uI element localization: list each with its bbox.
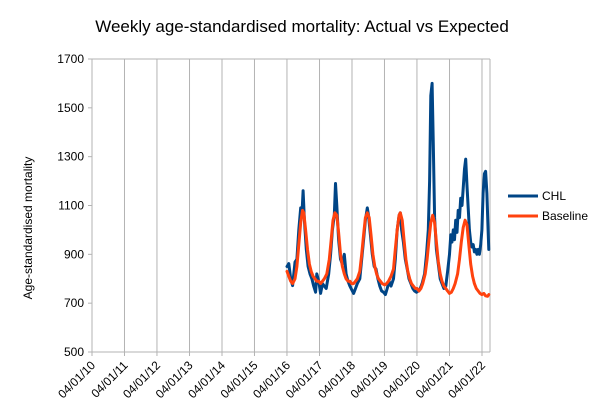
y-axis-title: Age-standardised mortality: [21, 157, 35, 300]
legend-label: Baseline: [542, 209, 588, 223]
y-tick-label: 1300: [57, 150, 84, 164]
y-tick-label: 500: [64, 345, 84, 359]
y-tick-label: 1100: [58, 199, 84, 213]
y-tick-label: 1700: [57, 52, 84, 66]
grid: [123, 59, 483, 352]
legend: CHL Baseline: [508, 189, 588, 223]
chart-title: Weekly age-standardised mortality: Actua…: [95, 17, 509, 36]
y-tick-label: 1500: [57, 101, 84, 115]
series-line-baseline: [285, 208, 491, 298]
y-tick-label: 900: [64, 247, 84, 261]
legend-label: CHL: [542, 189, 566, 203]
axes: 04/01/1004/01/1104/01/1204/01/1304/01/14…: [55, 52, 491, 401]
series-lines: [285, 81, 491, 298]
y-tick-label: 700: [64, 296, 84, 310]
